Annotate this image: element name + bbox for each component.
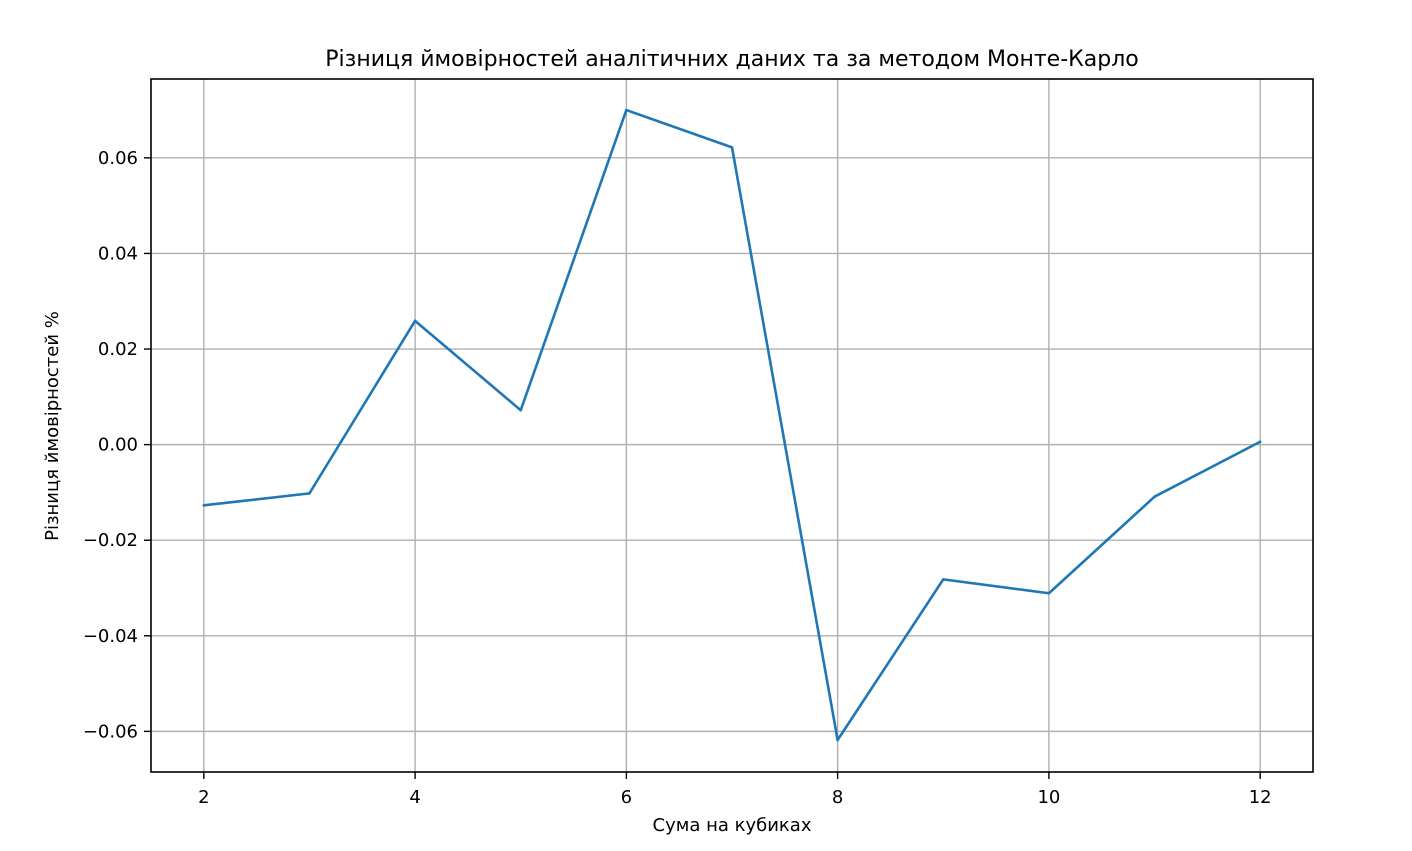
y-tick-label: 0.02 <box>98 339 138 360</box>
data-point <box>730 146 734 149</box>
x-axis-ticks: 2 4 6 8 10 12 <box>198 772 1272 808</box>
data-point <box>941 578 945 581</box>
y-tick-label: −0.04 <box>83 626 138 647</box>
y-tick-label: −0.06 <box>83 721 138 742</box>
data-point <box>625 108 628 112</box>
data-point <box>836 738 839 742</box>
chart-title: Різниця ймовірностей аналітичних даних т… <box>325 47 1138 72</box>
x-axis-label: Сума на кубиках <box>653 815 812 836</box>
x-tick-label: 6 <box>621 787 632 808</box>
y-axis-label: Різниця ймовірностей % <box>42 311 63 541</box>
y-tick-label: −0.02 <box>83 530 138 551</box>
series-layer <box>202 108 1262 742</box>
data-point <box>1047 591 1051 595</box>
plot-frame <box>150 78 1314 773</box>
y-tick-label: 0.00 <box>98 435 138 456</box>
data-point <box>519 408 523 412</box>
data-point <box>1258 440 1262 444</box>
y-axis-ticks: −0.06 −0.04 −0.02 0.00 0.02 0.04 0.06 <box>83 148 151 742</box>
grid <box>151 79 1313 772</box>
data-point <box>1153 495 1156 499</box>
data-point <box>308 492 311 495</box>
data-point <box>413 319 417 323</box>
x-tick-label: 12 <box>1249 787 1272 808</box>
y-tick-label: 0.06 <box>98 148 138 169</box>
data-point <box>202 504 206 507</box>
x-tick-label: 2 <box>198 787 209 808</box>
x-tick-label: 4 <box>409 787 420 808</box>
x-tick-label: 8 <box>832 787 843 808</box>
x-tick-label: 10 <box>1037 787 1060 808</box>
y-tick-label: 0.04 <box>98 243 138 264</box>
